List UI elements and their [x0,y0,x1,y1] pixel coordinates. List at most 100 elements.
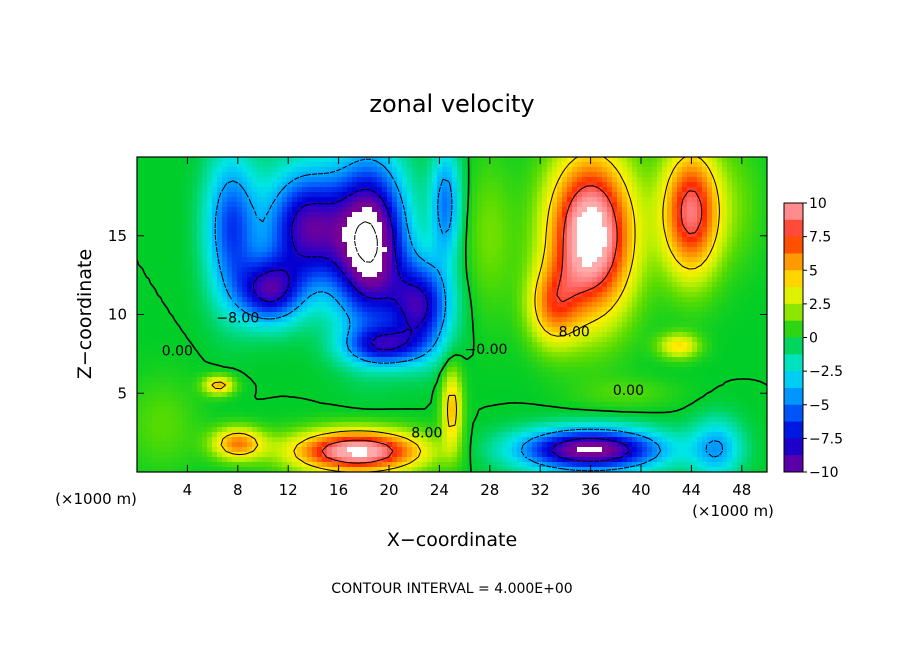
field-cell [217,177,223,183]
field-cell [717,242,723,248]
field-cell [682,252,688,258]
field-cell [537,217,543,223]
field-cell [322,282,328,288]
field-cell [562,317,568,323]
field-cell [682,342,688,348]
field-cell [402,202,408,208]
field-cell [712,207,718,213]
field-cell [407,287,413,293]
field-cell [472,182,478,188]
field-cell [607,287,613,293]
field-cell [477,292,483,298]
field-cell [622,277,628,283]
field-cell [182,232,188,238]
field-cell [522,192,528,198]
field-cell [607,202,613,208]
field-cell [192,332,198,338]
field-cell [432,297,438,303]
field-cell [172,347,178,353]
field-cell [367,277,373,283]
field-cell [622,187,628,193]
field-cell [657,277,663,283]
field-cell [332,267,338,273]
field-cell [747,177,753,183]
field-cell [607,222,613,228]
field-cell [172,272,178,278]
field-cell [362,227,368,233]
field-cell [292,262,298,268]
field-cell [257,307,263,313]
field-cell [557,162,563,168]
field-cell [172,177,178,183]
field-cell [572,272,578,278]
field-cell [727,182,733,188]
field-cell [252,262,258,268]
field-cell [357,342,363,348]
field-cell [232,242,238,248]
field-cell [597,262,603,268]
field-cell [532,217,538,223]
field-cell [297,217,303,223]
field-cell [607,292,613,298]
field-cell [347,327,353,333]
field-cell [207,197,213,203]
field-cell [727,227,733,233]
field-cell [272,322,278,328]
field-cell [727,242,733,248]
field-cell [497,302,503,308]
field-cell [587,167,593,173]
field-cell [177,272,183,278]
field-cell [577,277,583,283]
field-cell [377,212,383,218]
field-cell [427,287,433,293]
field-cell [397,202,403,208]
field-cell [152,327,158,333]
field-cell [657,347,663,353]
field-cell [482,342,488,348]
field-cell [207,232,213,238]
field-cell [257,202,263,208]
field-cell [737,277,743,283]
field-cell [267,342,273,348]
field-cell [357,312,363,318]
field-cell [182,257,188,263]
field-cell [142,297,148,303]
field-cell [317,347,323,353]
field-cell [627,337,633,343]
field-cell [412,187,418,193]
field-cell [597,267,603,273]
field-cell [267,267,273,273]
field-cell [217,282,223,288]
field-cell [717,252,723,258]
field-cell [672,327,678,333]
field-cell [322,257,328,263]
field-cell [672,287,678,293]
field-cell [297,307,303,313]
field-cell [597,307,603,313]
field-cell [377,202,383,208]
field-cell [452,182,458,188]
field-cell [402,342,408,348]
field-cell [182,267,188,273]
field-cell [152,207,158,213]
field-cell [547,287,553,293]
field-cell [547,267,553,273]
field-cell [632,182,638,188]
field-cell [722,222,728,228]
field-cell [732,242,738,248]
field-cell [452,262,458,268]
field-cell [532,247,538,253]
field-cell [282,197,288,203]
field-cell [547,332,553,338]
field-cell [362,307,368,313]
field-cell [142,177,148,183]
field-cell [402,187,408,193]
field-cell [607,227,613,233]
field-cell [687,292,693,298]
field-cell [417,337,423,343]
field-cell [362,212,368,218]
field-cell [472,202,478,208]
field-cell [752,282,758,288]
field-cell [702,172,708,178]
field-cell [547,312,553,318]
